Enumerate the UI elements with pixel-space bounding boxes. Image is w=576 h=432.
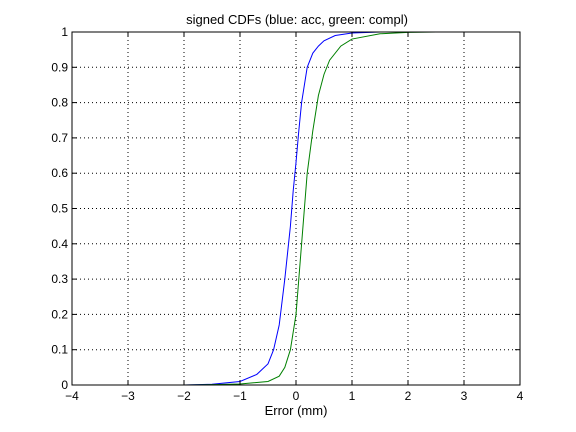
y-tick-label: 0.2	[51, 307, 68, 321]
y-tick-label: 0.8	[51, 96, 68, 110]
y-tick-label: 0.3	[51, 272, 68, 286]
x-tick-label: 4	[517, 389, 524, 403]
y-tick-label: 0.4	[51, 237, 68, 251]
x-tick-label: −2	[177, 389, 191, 403]
x-tick-label: 1	[349, 389, 356, 403]
y-tick-label: 0.7	[51, 131, 68, 145]
y-tick-label: 1	[61, 25, 68, 39]
y-tick-label: 0.9	[51, 60, 68, 74]
x-tick-label: −4	[65, 389, 79, 403]
y-tick-label: 0.5	[51, 202, 68, 216]
data-series	[183, 31, 437, 386]
axis-ticks: −4 −3 −2 −1 0 1 2 3 4 0 0.1 0.2 0.3 0.4 0.5 0.6 0.7 0.8 0.…	[51, 25, 523, 403]
x-tick-label: 0	[293, 389, 300, 403]
blue-acc-cdf-line	[183, 31, 381, 386]
x-tick-label: 2	[405, 389, 412, 403]
green-compl-cdf-line	[183, 31, 437, 386]
y-tick-label: 0.1	[51, 343, 68, 357]
x-axis-label: Error (mm)	[265, 403, 328, 418]
y-tick-label: 0	[61, 378, 68, 392]
x-tick-label: −1	[233, 389, 247, 403]
x-tick-label: −3	[121, 389, 135, 403]
x-tick-label: 3	[461, 389, 468, 403]
y-tick-label: 0.6	[51, 166, 68, 180]
chart-title: signed CDFs (blue: acc, green: compl)	[186, 12, 408, 27]
